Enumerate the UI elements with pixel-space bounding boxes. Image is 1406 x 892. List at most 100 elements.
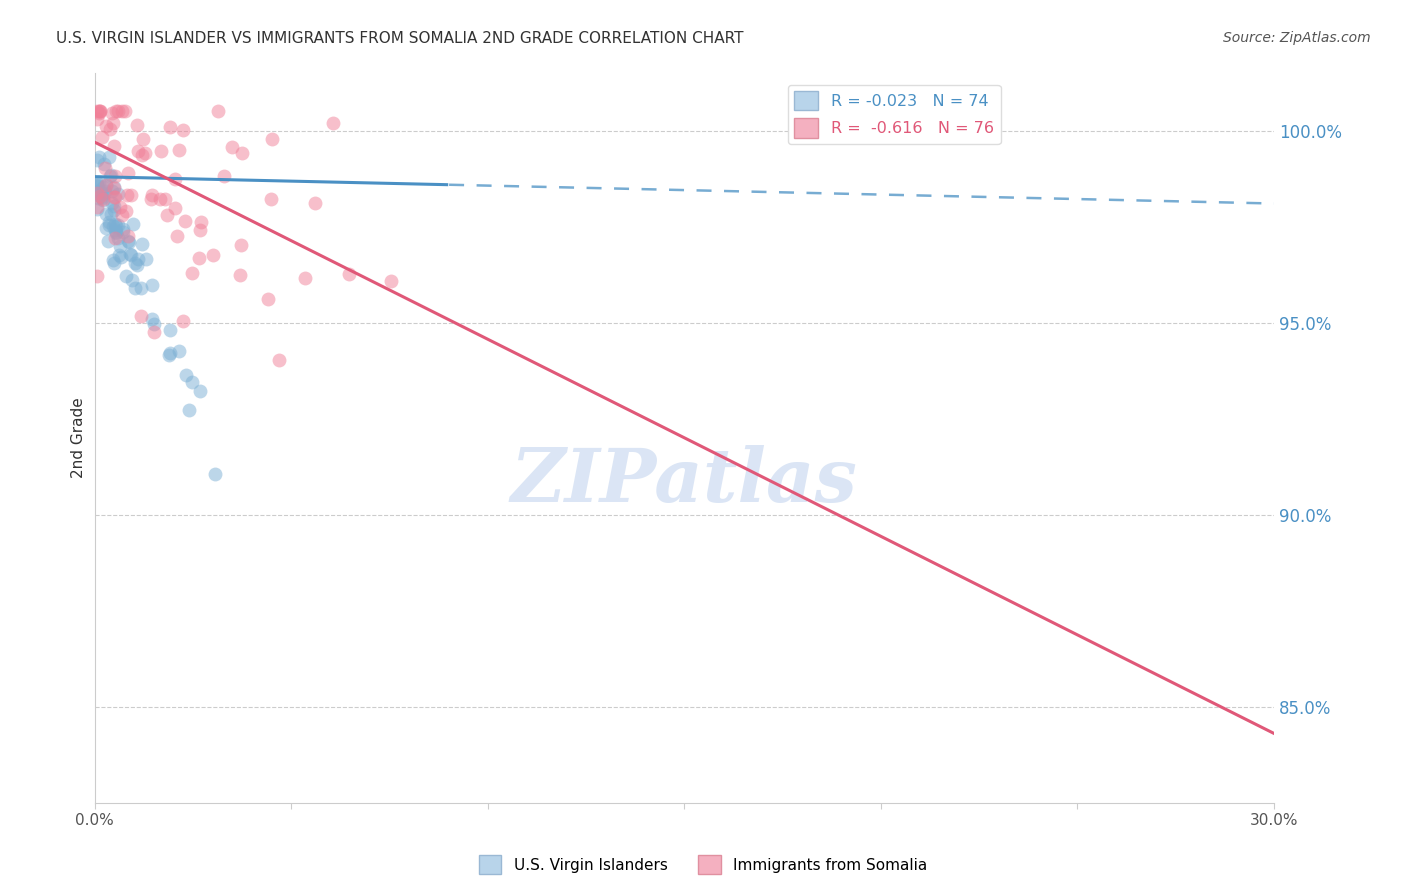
Point [188,384,211,399]
Point [115,187,138,202]
Point [167,343,190,358]
Point [117,229,139,244]
Point [101,219,124,234]
Point [100,168,122,182]
Legend: U.S. Virgin Islanders, Immigrants from Somalia: U.S. Virgin Islanders, Immigrants from S… [472,849,934,880]
Point [114,104,136,119]
Point [107,231,129,245]
Point [115,204,138,219]
Point [91,193,114,207]
Point [86,191,108,205]
Point [86,176,108,190]
Point [86,104,108,119]
Point [167,143,190,157]
Point [139,192,162,206]
Point [90,130,112,145]
Point [135,252,157,266]
Point [105,225,128,239]
Point [212,169,235,183]
Point [172,122,194,136]
Point [141,187,163,202]
Point [86,200,108,214]
Point [86,202,108,216]
Point [207,104,229,119]
Point [132,132,155,146]
Point [188,251,211,265]
Point [104,219,127,233]
Point [181,375,204,389]
Point [260,132,283,146]
Point [165,202,187,216]
Text: Source: ZipAtlas.com: Source: ZipAtlas.com [1223,31,1371,45]
Point [180,266,202,280]
Point [256,292,278,306]
Point [156,208,179,222]
Point [107,186,129,201]
Point [380,274,402,288]
Point [117,166,139,180]
Point [159,322,181,336]
Point [94,178,117,193]
Point [122,217,145,231]
Point [97,150,120,164]
Point [174,368,197,383]
Point [127,144,149,158]
Point [104,104,127,119]
Point [229,268,252,282]
Point [97,234,120,248]
Point [101,195,124,210]
Text: U.S. VIRGIN ISLANDER VS IMMIGRANTS FROM SOMALIA 2ND GRADE CORRELATION CHART: U.S. VIRGIN ISLANDER VS IMMIGRANTS FROM … [56,31,744,46]
Point [120,248,142,262]
Point [101,116,124,130]
Point [204,467,226,481]
Point [89,189,111,203]
Point [107,104,129,119]
Point [86,269,108,284]
Point [111,208,134,222]
Point [108,248,131,262]
Point [104,169,127,183]
Point [100,207,122,221]
Point [174,214,197,228]
Point [94,161,117,175]
Point [89,104,111,119]
Point [202,248,225,262]
Point [90,186,112,201]
Point [117,234,139,248]
Point [120,247,142,261]
Point [153,192,176,206]
Point [96,207,118,221]
Point [98,215,121,229]
Point [94,186,117,200]
Point [157,348,180,362]
Point [188,223,211,237]
Point [231,146,253,161]
Point [112,225,135,239]
Point [96,178,118,192]
Point [108,239,131,253]
Legend: R = -0.023   N = 74, R =  -0.616   N = 76: R = -0.023 N = 74, R = -0.616 N = 76 [789,85,1001,145]
Point [177,402,200,417]
Point [260,192,283,206]
Point [159,120,181,134]
Point [120,187,142,202]
Point [108,200,131,214]
Point [115,269,138,284]
Point [91,191,114,205]
Point [337,267,360,281]
Point [98,122,121,136]
Point [141,278,163,293]
Point [111,104,134,119]
Y-axis label: 2nd Grade: 2nd Grade [72,397,86,478]
Point [89,104,111,119]
Point [87,150,110,164]
Point [129,310,152,324]
Point [267,353,290,368]
Point [86,186,108,200]
Point [103,199,125,213]
Point [294,271,316,285]
Point [87,175,110,189]
Point [104,223,127,237]
Point [96,220,118,235]
Point [93,184,115,198]
